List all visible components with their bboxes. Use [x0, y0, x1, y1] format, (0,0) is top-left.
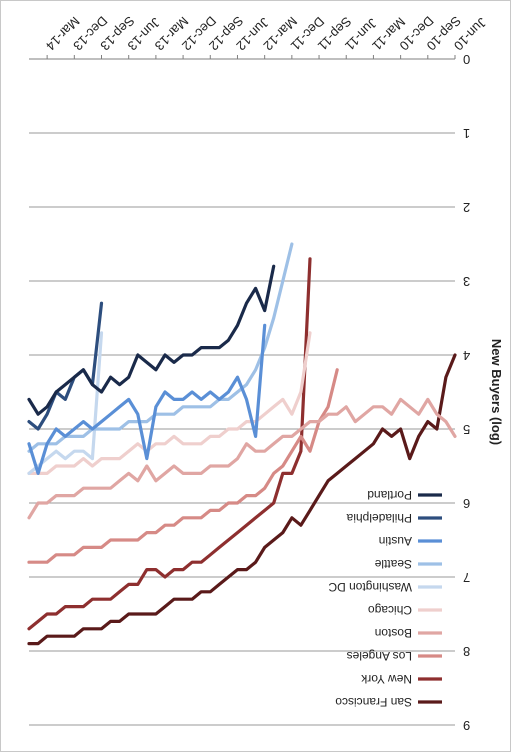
legend-label-washington-dc: Washington DC	[328, 580, 412, 594]
legend-label-portland: Portland	[367, 488, 412, 502]
y-tick-label-4: 4	[463, 348, 470, 363]
series-line-austin	[27, 323, 267, 475]
y-tick-label-1: 1	[463, 126, 470, 141]
series-line-los-angeles	[27, 368, 339, 564]
y-tick-label-5: 5	[463, 422, 470, 437]
y-axis-title: New Buyers (log)	[489, 339, 504, 445]
series-lines	[27, 242, 457, 646]
legend-label-philadelphia: Philadelphia	[346, 511, 412, 525]
legend: San Francisco New York Los Angeles Boston Ch…	[328, 488, 442, 709]
series-line-seattle	[27, 242, 294, 453]
y-tick-label-8: 8	[463, 644, 470, 659]
y-tick-label-3: 3	[463, 274, 470, 289]
y-tick-labels: 0 1 2 3 4 5 6 7 8 9	[463, 52, 470, 733]
legend-label-seattle: Seattle	[374, 557, 412, 571]
y-tick-label-2: 2	[463, 200, 470, 215]
y-tick-label-6: 6	[463, 496, 470, 511]
series-line-portland	[27, 264, 276, 416]
y-tick-label-7: 7	[463, 570, 470, 585]
series-line-boston	[27, 397, 457, 520]
rotated-chart-group: 0 1 2 3 4 5 6 7 8 9 Jun-10Sep-10Dec-10Mar-11Jun-1…	[27, 13, 504, 733]
series-line-new-york	[27, 257, 312, 631]
legend-label-boston: Boston	[375, 626, 412, 640]
legend-label-san-francisco: San Francisco	[335, 695, 412, 709]
x-tick-labels: Jun-10Sep-10Dec-10Mar-11Jun-11Sep-11Dec-…	[43, 13, 490, 59]
legend-label-austin: Austin	[379, 534, 412, 548]
y-tick-label-0: 0	[463, 52, 470, 67]
legend-label-los-angeles: Los Angeles	[347, 649, 412, 663]
series-line-chicago	[27, 331, 312, 475]
series-line-san-francisco	[27, 353, 457, 646]
legend-label-chicago: Chicago	[368, 603, 412, 617]
y-tick-label-9: 9	[463, 718, 470, 733]
gridlines	[29, 58, 455, 726]
legend-label-new-york: New York	[360, 672, 412, 686]
